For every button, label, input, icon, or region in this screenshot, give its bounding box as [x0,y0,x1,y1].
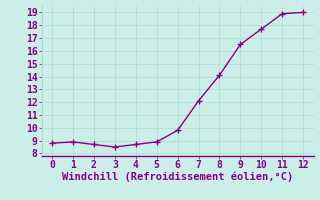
X-axis label: Windchill (Refroidissement éolien,°C): Windchill (Refroidissement éolien,°C) [62,172,293,182]
